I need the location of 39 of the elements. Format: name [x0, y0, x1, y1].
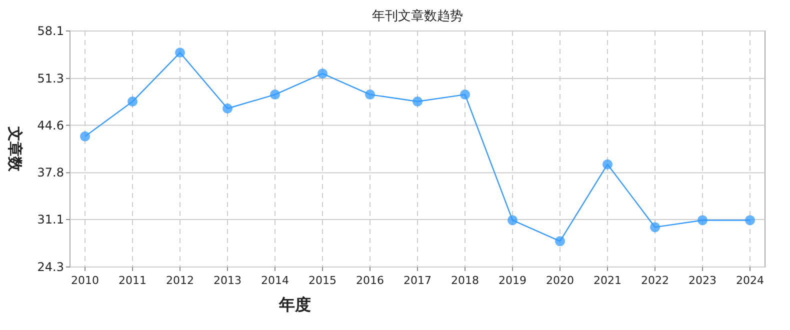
point [128, 96, 138, 107]
y-tick-label: 58.1 [37, 24, 64, 38]
x-tick-label: 2020 [546, 274, 574, 287]
point [175, 48, 185, 58]
point [698, 215, 708, 226]
point [80, 131, 90, 142]
y-tick-label: 37.8 [37, 166, 64, 180]
y-tick-label: 31.1 [37, 212, 64, 227]
x-tick-label: 2022 [641, 274, 669, 287]
x-tick-label: 2016 [356, 274, 384, 287]
x-tick-label: 2015 [308, 274, 336, 287]
x-tick-label: 2011 [118, 274, 146, 287]
point [555, 236, 565, 246]
point [318, 68, 328, 79]
x-tick-label: 2014 [261, 274, 289, 287]
point [508, 215, 518, 226]
x-tick-label: 2013 [214, 274, 242, 287]
point [650, 222, 660, 232]
x-tick-label: 2019 [498, 274, 526, 287]
point [460, 90, 470, 100]
x-tick-label: 2010 [71, 274, 99, 287]
x-axis-title: 年度 [278, 295, 311, 314]
y-tick-label: 51.3 [37, 71, 64, 86]
point [222, 104, 232, 114]
point [602, 159, 612, 170]
chart-title: 年刊文章数趋势 [372, 9, 463, 24]
x-tick-label: 2024 [736, 274, 764, 287]
x-tick-label: 2012 [166, 274, 194, 287]
x-tick-label: 2023 [688, 274, 716, 287]
point [365, 90, 375, 100]
y-axis-title: 文章数 [6, 126, 24, 172]
point [745, 215, 755, 226]
x-tick-label: 2017 [404, 274, 432, 287]
x-tick-label: 2018 [451, 274, 479, 287]
y-tick-label: 24.3 [37, 260, 64, 274]
point [270, 90, 280, 100]
point [412, 96, 422, 107]
x-tick-label: 2021 [594, 274, 622, 287]
y-tick-label: 44.6 [37, 118, 64, 132]
